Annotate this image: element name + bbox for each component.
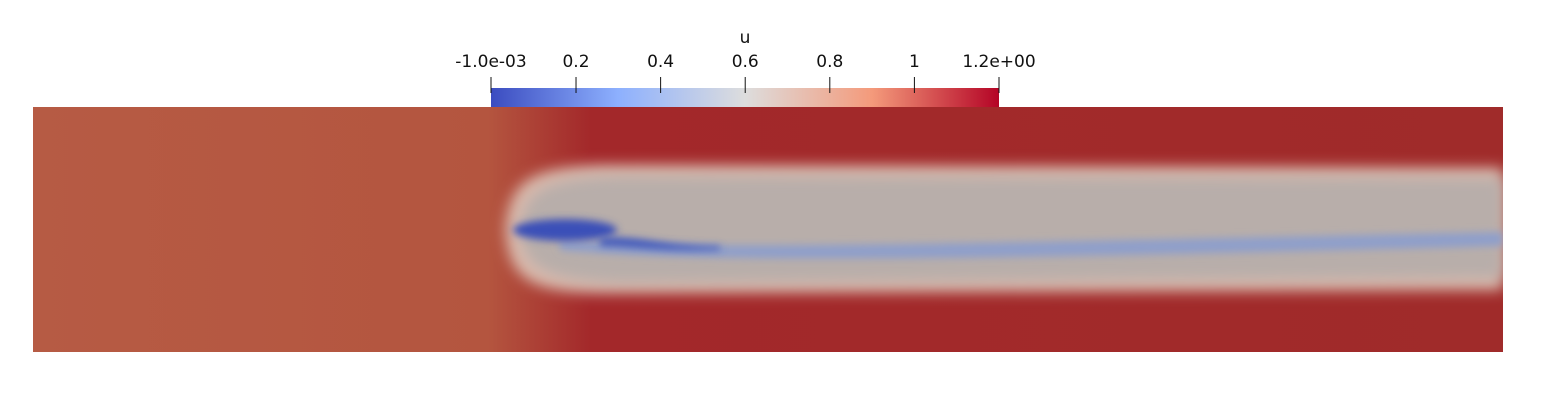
tick-label: 0.2 bbox=[562, 52, 589, 72]
tick-label: 1.2e+00 bbox=[962, 52, 1035, 72]
tick-label: 0.4 bbox=[647, 52, 674, 72]
colorbar bbox=[491, 88, 999, 107]
tick-label: -1.0e-03 bbox=[455, 52, 526, 72]
tick-label: 0.6 bbox=[732, 52, 759, 72]
colorbar-ticks: -1.0e-03 0.2 0.4 0.6 0.8 1 1.2e+00 bbox=[455, 52, 1036, 93]
tick-label: 1 bbox=[909, 52, 920, 72]
tick-label: 0.8 bbox=[816, 52, 843, 72]
colorbar-title: u bbox=[740, 28, 751, 48]
velocity-field bbox=[33, 107, 1503, 352]
